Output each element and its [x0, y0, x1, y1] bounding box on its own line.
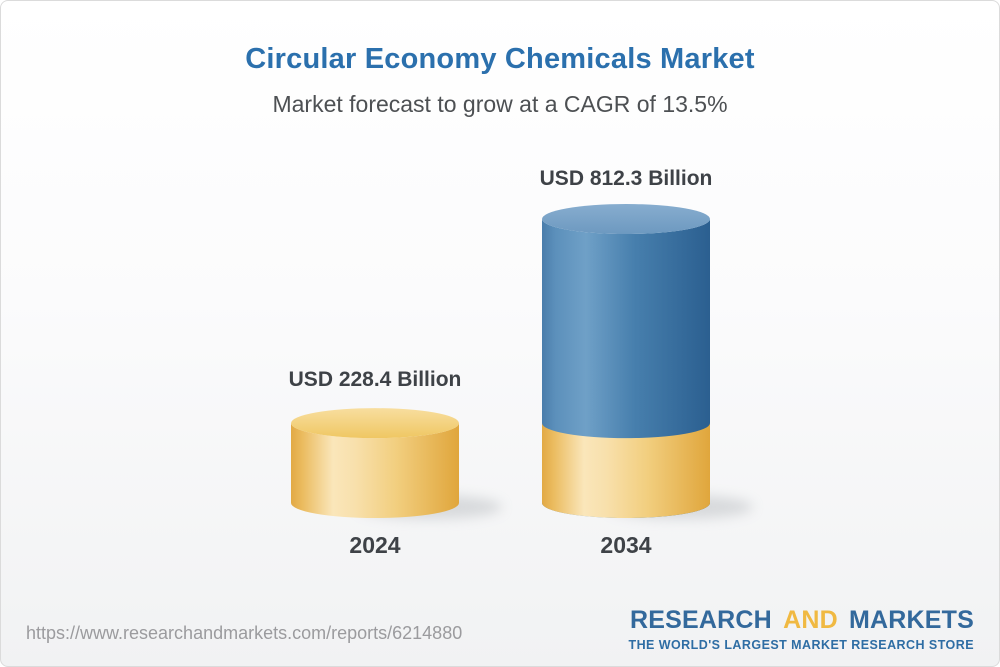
chart-header: Circular Economy Chemicals Market Market…: [1, 43, 999, 118]
bar-category-label-2034: 2034: [600, 532, 652, 558]
bar-2024-top-face: [291, 408, 459, 439]
logo-tagline: THE WORLD'S LARGEST MARKET RESEARCH STOR…: [628, 638, 974, 652]
logo-wordmark: RESEARCH AND MARKETS: [628, 606, 974, 635]
bar-value-label-2024: USD 228.4 Billion: [288, 368, 462, 391]
bar-2034-base-segment: [542, 423, 710, 518]
bar-value-label-2034: USD 812.3 Billion: [539, 167, 713, 190]
report-url: https://www.researchandmarkets.com/repor…: [26, 623, 463, 643]
page-subtitle: Market forecast to grow at a CAGR of 13.…: [272, 91, 728, 117]
bar-2024-cylinder: [291, 423, 459, 518]
logo-word-research: RESEARCH: [630, 606, 772, 634]
bar-category-label-2024: 2024: [349, 532, 401, 558]
bar-2034-top-face: [542, 204, 710, 234]
research-and-markets-logo: RESEARCH AND MARKETS THE WORLD'S LARGEST…: [628, 606, 974, 652]
logo-word-and: AND: [783, 606, 838, 634]
logo-word-markets: MARKETS: [848, 606, 974, 634]
page-title: Circular Economy Chemicals Market: [245, 43, 755, 75]
